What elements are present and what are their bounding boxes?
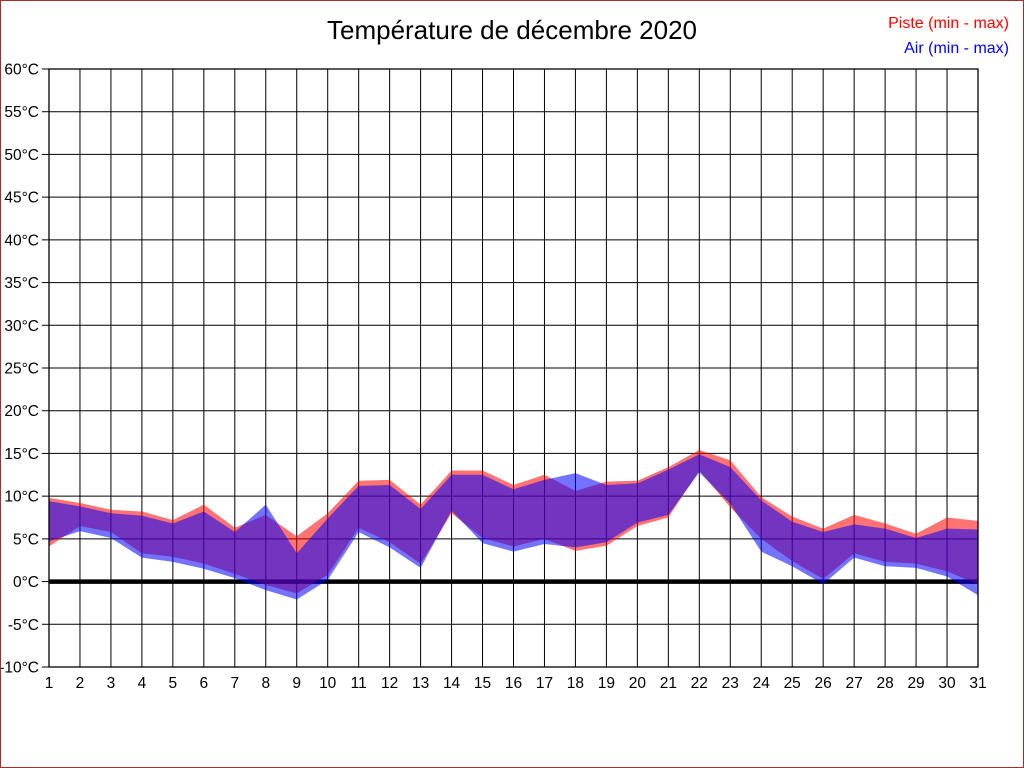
x-tick-label: 3 (107, 675, 116, 692)
x-tick-label: 30 (938, 675, 956, 692)
x-tick-label: 1 (45, 675, 54, 692)
x-tick-label: 15 (474, 675, 491, 692)
air-minmax-band (49, 454, 978, 600)
y-tick-label: 60°C (4, 62, 39, 79)
legend-air: Air (min - max) (904, 40, 1009, 57)
y-tick-label: 20°C (4, 403, 39, 420)
x-tick-label: 28 (876, 675, 893, 692)
legend-piste: Piste (min - max) (888, 15, 1009, 32)
x-tick-label: 24 (753, 675, 771, 692)
x-tick-label: 5 (169, 675, 178, 692)
y-tick-label: 10°C (4, 489, 39, 506)
x-tick-label: 10 (319, 675, 337, 692)
y-tick-label: 5°C (13, 531, 39, 548)
x-tick-label: 8 (261, 675, 270, 692)
y-tick-label: 35°C (4, 275, 39, 292)
y-tick-label: 25°C (4, 361, 39, 378)
y-tick-label: 0°C (13, 574, 39, 591)
x-tick-label: 16 (505, 675, 522, 692)
legend: Piste (min - max) Air (min - max) (888, 11, 1009, 61)
x-tick-label: 27 (846, 675, 863, 692)
x-tick-label: 7 (230, 675, 239, 692)
x-tick-label: 18 (567, 675, 584, 692)
x-tick-label: 9 (292, 675, 301, 692)
x-tick-label: 4 (138, 675, 147, 692)
x-tick-label: 13 (412, 675, 429, 692)
y-tick-label: 30°C (4, 318, 39, 335)
x-tick-label: 11 (351, 675, 367, 692)
x-tick-label: 2 (76, 675, 85, 692)
x-tick-label: 25 (784, 675, 801, 692)
y-tick-label: 15°C (4, 446, 39, 463)
x-tick-label: 19 (598, 675, 615, 692)
x-tick-label: 12 (381, 675, 398, 692)
x-tick-label: 31 (969, 675, 986, 692)
x-tick-label: 23 (722, 675, 739, 692)
y-tick-label: 50°C (4, 147, 39, 164)
x-tick-label: 26 (815, 675, 832, 692)
y-tick-label: -5°C (8, 617, 39, 634)
y-tick-label: 55°C (4, 104, 39, 121)
x-tick-label: 6 (200, 675, 209, 692)
x-tick-label: 29 (907, 675, 924, 692)
y-tick-label: -10°C (1, 660, 39, 677)
y-tick-label: 45°C (4, 190, 39, 207)
x-tick-label: 20 (629, 675, 647, 692)
x-tick-label: 14 (443, 675, 461, 692)
y-tick-label: 40°C (4, 232, 39, 249)
x-tick-label: 21 (660, 675, 677, 692)
x-tick-label: 22 (691, 675, 708, 692)
chart-title: Température de décembre 2020 (326, 15, 697, 45)
x-tick-label: 17 (536, 675, 553, 692)
